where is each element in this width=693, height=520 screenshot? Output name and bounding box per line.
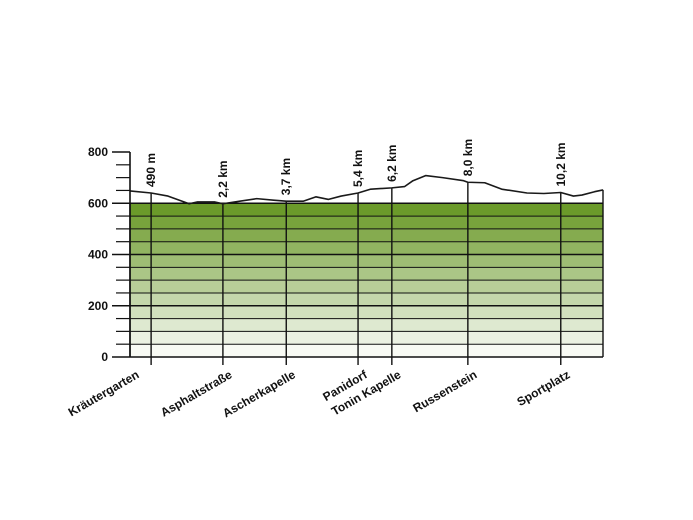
y-tick-label: 200 [88, 299, 108, 313]
distance-marker-label: 490 m [144, 153, 158, 187]
y-tick-label: 600 [88, 196, 108, 210]
distance-marker-label: 3,7 km [279, 158, 293, 195]
grid-lines [129, 189, 604, 358]
y-axis: 0 200 400 600 800 [88, 145, 131, 364]
stop-label: Kräutergarten [66, 367, 142, 419]
elevation-band [130, 318, 603, 332]
elevation-band [130, 292, 603, 306]
elevation-band [130, 203, 603, 217]
distance-marker-label: 5,4 km [351, 150, 365, 187]
distance-marker-label: 10,2 km [554, 142, 568, 186]
y-tick-label: 0 [101, 350, 108, 364]
profile-fill [130, 175, 603, 204]
distance-marker-label: 6,2 km [385, 145, 399, 182]
elevation-band [130, 280, 603, 293]
distance-marker-label: 2,2 km [216, 160, 230, 197]
sky-area [130, 175, 603, 204]
elevation-band [130, 254, 603, 268]
stop-label: Sportplatz [514, 367, 572, 408]
y-tick-label: 800 [88, 145, 108, 159]
elevation-line [129, 174, 604, 205]
elevation-bands [130, 203, 603, 357]
elevation-band [130, 241, 603, 255]
elevation-band [130, 228, 603, 242]
stop-label: Ascherkapelle [220, 367, 298, 420]
elevation-band [130, 267, 603, 281]
stop-label: Russenstein [411, 367, 480, 415]
elevation-band [130, 331, 603, 345]
y-tick-label: 400 [88, 248, 108, 262]
elevation-band [130, 216, 603, 229]
elevation-band [130, 344, 603, 357]
distance-markers: 490 m 2,2 km 3,7 km 5,4 km 6,2 km 8,0 km 10,2 … [144, 139, 568, 365]
elevation-band [130, 305, 603, 319]
distance-marker-label: 8,0 km [461, 139, 475, 176]
